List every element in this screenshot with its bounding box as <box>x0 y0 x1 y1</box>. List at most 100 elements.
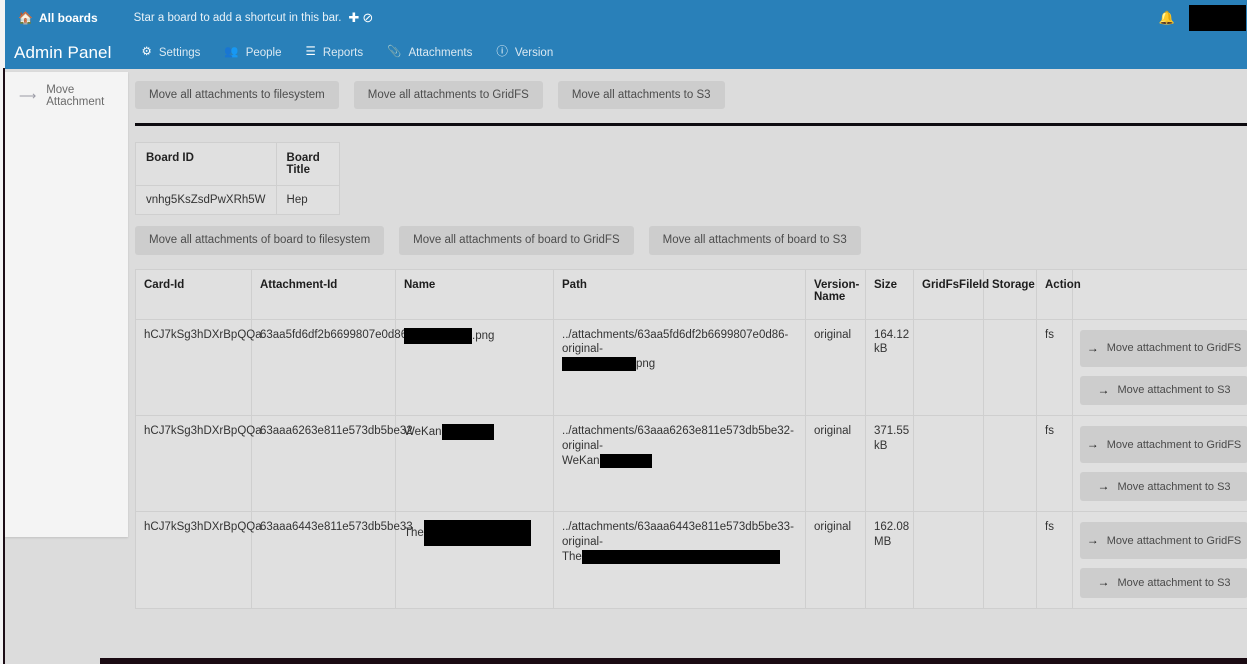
board-table-header-row: Board ID Board Title <box>135 142 340 187</box>
move-attachment-to-gridfs-button[interactable]: → Move attachment to GridFS <box>1080 426 1247 464</box>
cell-size: 162.08 MB <box>865 511 914 609</box>
move-board-to-filesystem-button[interactable]: Move all attachments of board to filesys… <box>135 226 385 255</box>
action-button-group: → Move attachment to GridFS → Move attachme… <box>1073 320 1247 415</box>
cell-action: fs <box>1036 318 1073 417</box>
move-attachment-to-s3-button[interactable]: → Move attachment to S3 <box>1080 568 1247 598</box>
header-gridfs-file-id: GridFsFileId <box>913 268 989 320</box>
action-button-group: → Move attachment to GridFS → Move attachme… <box>1073 416 1247 511</box>
move-board-to-s3-button[interactable]: Move all attachments of board to S3 <box>648 226 861 255</box>
table-row: hCJ7kSg3hDXrBpQQa 63aaa6443e811e573db5be3… <box>135 511 1247 609</box>
admin-nav: ⚙ Settings 👥 People ☰ Reports 📎 Attachme… <box>130 41 566 65</box>
user-redaction <box>1189 5 1246 31</box>
cell-card-id: hCJ7kSg3hDXrBpQQa <box>135 318 262 417</box>
move-attachment-to-gridfs-button[interactable]: → Move attachment to GridFS <box>1080 329 1247 367</box>
header-action-buttons <box>1072 268 1247 320</box>
table-row: hCJ7kSg3hDXrBpQQa 63aaa6263e811e573db5be3… <box>135 415 1247 513</box>
move-attachment-to-gridfs-button-label: Move attachment to GridFS <box>1106 438 1242 451</box>
cell-storage <box>983 318 1037 417</box>
path-redaction <box>562 357 636 372</box>
header-card-id: Card-Id <box>135 268 252 320</box>
move-all-to-s3-button[interactable]: Move all attachments to S3 <box>557 81 725 110</box>
all-boards-label: All boards <box>38 11 98 25</box>
header-path: Path <box>553 268 806 320</box>
nav-item-settings[interactable]: ⚙ Settings <box>130 41 213 65</box>
attachments-table: Card-Id Attachment-Id Name Path Version-… <box>135 268 1247 609</box>
cell-name: The <box>395 511 554 609</box>
cell-attachment-id: 63aaa6263e811e573db5be32 <box>251 415 413 513</box>
sidebar-item-label: Move Attachment <box>46 84 105 108</box>
left-edge-sliver <box>0 0 5 664</box>
move-attachment-to-s3-button[interactable]: → Move attachment to S3 <box>1080 472 1247 502</box>
move-all-to-filesystem-button[interactable]: Move all attachments to filesystem <box>135 81 339 110</box>
board-toolbar: Move all attachments of board to filesys… <box>135 226 1247 255</box>
cell-storage <box>983 415 1037 513</box>
bell-icon[interactable]: 🔔 <box>1158 10 1175 25</box>
boards-bar: 🏠 All boards Star a board to add a short… <box>0 0 1247 36</box>
paperclip-icon: 📎 <box>387 45 402 58</box>
arrow-right-icon: → <box>1097 575 1110 590</box>
move-attachment-to-s3-button[interactable]: → Move attachment to S3 <box>1080 375 1247 406</box>
name-redaction <box>423 520 531 547</box>
cell-action-buttons: → Move attachment to GridFS → Move attachme… <box>1072 318 1247 417</box>
cell-attachment-id: 63aaa6443e811e573db5be33 <box>251 511 413 609</box>
board-table-header-board-title: Board Title <box>275 142 340 187</box>
move-attachment-to-s3-button-label: Move attachment to S3 <box>1117 384 1231 397</box>
cell-storage <box>983 511 1037 609</box>
header-size: Size <box>865 268 914 320</box>
name-redaction <box>404 327 472 344</box>
edge-dark-line <box>3 68 5 664</box>
nav-item-attachments[interactable]: 📎 Attachments <box>375 41 484 65</box>
board-id-value: vnhg5KsZsdPwXRh5W <box>135 185 277 216</box>
table-row: hCJ7kSg3hDXrBpQQa 63aa5fd6df2b6699807e0d8… <box>135 318 1247 417</box>
move-attachment-to-gridfs-button[interactable]: → Move attachment to GridFS <box>1080 522 1247 560</box>
move-board-to-gridfs-button[interactable]: Move all attachments of board to GridFS <box>399 226 634 255</box>
attachments-table-wrapper: Card-Id Attachment-Id Name Path Version-… <box>135 268 1247 609</box>
cell-version-name: original <box>805 415 866 513</box>
cell-card-id: hCJ7kSg3hDXrBpQQa <box>135 511 262 609</box>
nav-label-attachments: Attachments <box>408 46 473 59</box>
path-redaction <box>599 453 652 468</box>
arrow-right-icon: ⟶ <box>19 89 37 103</box>
nav-label-version: Version <box>514 46 554 59</box>
cell-card-id: hCJ7kSg3hDXrBpQQa <box>135 415 262 513</box>
move-cross-icon[interactable]: ✚ <box>348 10 360 25</box>
header-version-name: Version-Name <box>805 268 866 320</box>
admin-header: Admin Panel ⚙ Settings 👥 People ☰ Report… <box>0 36 1247 69</box>
cell-action: fs <box>1036 415 1073 513</box>
header-name: Name <box>395 268 554 320</box>
move-all-to-gridfs-button[interactable]: Move all attachments to GridFS <box>353 81 543 110</box>
cell-gridfs-file-id <box>913 511 984 609</box>
boards-bar-right: 🔔 <box>1145 0 1247 36</box>
cell-path: ../attachments/63aaa6263e811e573db5be32-… <box>553 415 806 513</box>
header-attachment-id: Attachment-Id <box>251 268 396 320</box>
nav-item-people[interactable]: 👥 People <box>212 41 293 65</box>
sidebar-item-move-attachment[interactable]: ⟶ Move Attachment <box>5 72 128 120</box>
cell-name: .png <box>395 318 554 417</box>
nav-item-version[interactable]: ⓘ Version <box>484 41 565 65</box>
board-table-header-board-id: Board ID <box>135 142 277 187</box>
sidebar: ⟶ Move Attachment <box>5 72 128 537</box>
arrow-right-icon: → <box>1086 436 1099 451</box>
move-attachment-to-s3-button-label: Move attachment to S3 <box>1117 480 1231 493</box>
path-redaction <box>581 549 780 564</box>
cell-path: ../attachments/63aa5fd6df2b6699807e0d86-… <box>553 318 806 417</box>
cell-gridfs-file-id <box>913 415 984 513</box>
shortcut-hint-text: Star a board to add a shortcut in this b… <box>133 12 342 24</box>
no-entry-icon[interactable]: ⊘ <box>362 10 374 25</box>
arrow-right-icon: → <box>1086 533 1099 548</box>
nav-label-people: People <box>245 46 282 59</box>
cell-name: WeKan <box>395 415 554 513</box>
all-boards-link[interactable]: 🏠 All boards <box>12 7 104 29</box>
nav-item-reports[interactable]: ☰ Reports <box>294 41 376 65</box>
arrow-right-icon: → <box>1086 340 1099 355</box>
cell-action-buttons: → Move attachment to GridFS → Move attachme… <box>1072 415 1247 513</box>
info-icon: ⓘ <box>496 45 508 58</box>
main-content: Move all attachments to filesystem Move … <box>128 69 1247 609</box>
cell-action: fs <box>1036 511 1073 609</box>
header-action: Action <box>1036 268 1081 320</box>
board-title-value: Hep <box>275 185 340 216</box>
hint-icons: ✚ ⊘ <box>348 10 373 26</box>
attachments-table-body: hCJ7kSg3hDXrBpQQa 63aa5fd6df2b6699807e0d8… <box>135 318 1247 609</box>
name-redaction <box>441 424 494 441</box>
